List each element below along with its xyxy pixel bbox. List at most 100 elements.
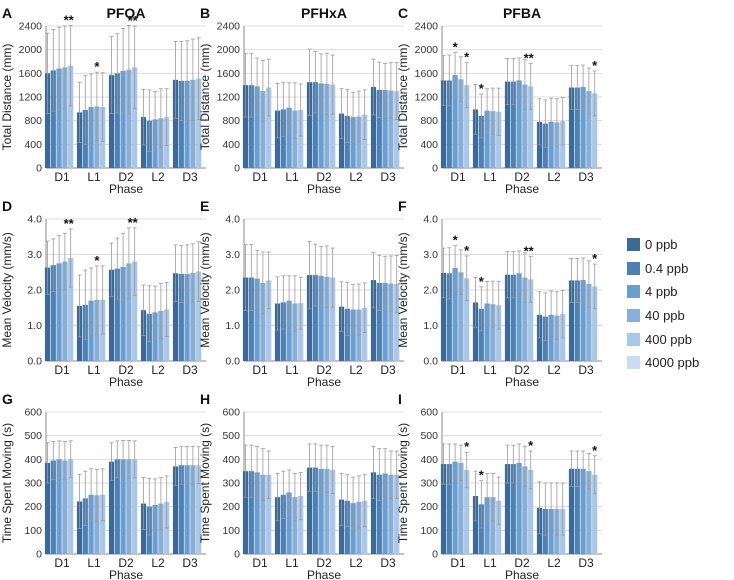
bar [376,89,382,168]
bar [120,266,126,361]
bar [580,468,586,554]
bar [56,263,62,361]
y-tick-label: 600 [420,407,438,419]
y-axis-label: Time Spent Moving (s) [396,423,410,543]
bar [196,465,202,554]
bar [82,498,88,554]
bar [286,300,292,361]
bar [274,303,281,361]
bar [510,274,516,361]
y-tick-label: 1.0 [423,320,438,332]
x-tick-label: D1 [54,363,70,377]
bar [362,307,368,361]
bar [382,473,388,554]
significance-marker: ** [64,12,75,27]
x-tick-label: L1 [285,556,299,570]
x-tick-label: D1 [252,556,268,570]
panel-title: PFBA [503,5,541,21]
y-tick-label: 600 [24,407,42,419]
bar [190,79,196,168]
x-tick-label: L2 [547,363,561,377]
bar [132,261,138,361]
x-axis-label: Phase [307,375,341,389]
x-tick-label: D2 [118,170,134,184]
bar [370,280,377,361]
bar [522,466,528,554]
y-tick-label: 300 [24,478,42,490]
bar [464,469,470,554]
legend-swatch-0.4-ppb [627,261,640,275]
bar [254,86,260,168]
bar [574,280,580,361]
y-axis-label: Total Distance (mm) [198,44,212,151]
bar [172,466,179,554]
legend-swatch-4000-ppb [627,356,640,370]
bar [440,464,447,554]
y-tick-label: 600 [222,407,240,419]
bar [496,305,502,361]
x-axis-label: Phase [307,568,341,580]
y-tick-label: 1.0 [225,320,240,332]
bar [522,277,528,361]
bar [286,107,292,168]
bar [318,468,324,554]
bar [510,464,516,554]
panel-letter: D [2,198,12,214]
bar [242,277,249,361]
x-tick-label: L2 [151,363,165,377]
y-tick-label: 200 [24,501,42,513]
bar [338,306,345,361]
bar [440,80,447,168]
x-tick-label: L1 [87,363,101,377]
y-tick-label: 100 [222,525,240,537]
bar [580,86,586,168]
bar [266,474,272,554]
x-tick-label: L2 [151,170,165,184]
bar [126,263,132,361]
significance-marker: * [453,40,459,55]
y-tick-label: 2.0 [225,285,240,297]
bar [292,497,298,554]
bar [376,474,382,554]
significance-marker: ** [128,13,139,28]
bar [464,85,470,168]
bar [472,109,479,168]
y-tick-label: 300 [420,478,438,490]
y-tick-label: 1200 [217,92,241,104]
bar [382,89,388,168]
legend-swatch-400-ppb [627,332,640,346]
y-tick-label: 100 [24,525,42,537]
bar [568,468,575,554]
significance-marker: * [592,443,598,458]
y-tick-label: 2400 [19,21,43,33]
x-tick-label: D1 [54,170,70,184]
legend-item-4000-ppb: 4000 ppb [627,351,731,375]
x-tick-label: D1 [450,170,466,184]
x-tick-label: D1 [450,556,466,570]
bar [528,279,534,361]
x-tick-label: D2 [316,363,332,377]
y-axis-label: Total Distance (mm) [0,44,14,151]
y-tick-label: 300 [222,478,240,490]
bar [126,69,132,168]
significance-marker: * [464,439,470,454]
panel-letter: H [200,391,210,407]
panel-i: 0 100 200 300 400 500 600 D1 L1 D2 L2 D3 * * * * I Phase T… [396,391,602,580]
bar [388,474,394,554]
bar [382,282,388,361]
bar [126,459,132,554]
y-tick-label: 500 [24,430,42,442]
bar [440,272,447,361]
significance-marker: * [453,233,459,248]
bar [452,267,458,361]
bar [464,278,470,361]
bar [120,70,126,168]
bar [484,497,490,554]
y-tick-label: 400 [24,139,42,151]
bar [184,465,190,554]
y-tick-label: 1600 [217,68,241,80]
bar [286,492,292,554]
y-tick-label: 2000 [19,44,43,56]
